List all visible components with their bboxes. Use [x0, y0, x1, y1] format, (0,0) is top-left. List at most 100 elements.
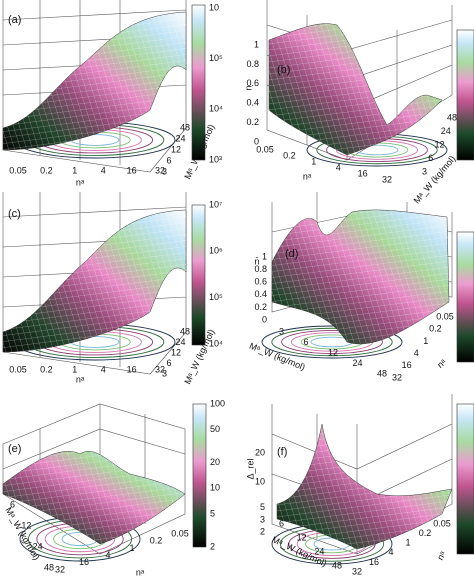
- mesh-line: [214, 384, 274, 576]
- mesh-line: [159, 12, 186, 150]
- mesh-line: [0, 372, 237, 402]
- mesh-line: [277, 431, 452, 463]
- mesh-line: [33, 451, 95, 544]
- colorbar-ticks-label: 10⁵: [209, 53, 223, 63]
- mesh-line: [330, 23, 392, 155]
- colorbar-ticks-label: 100: [210, 398, 225, 408]
- mesh-line: [3, 479, 185, 511]
- z-ticks-label: 1: [262, 251, 267, 261]
- x-ticks-label: 0.05: [9, 165, 27, 175]
- mesh-line: [93, 451, 155, 544]
- mesh-line: [123, 210, 185, 352]
- x-ticks-label: 0.2: [429, 324, 442, 334]
- y-label: Mᵃ_W (kg/mol): [412, 154, 458, 206]
- mesh-line: [0, 162, 237, 192]
- x-ticks-label: 16: [402, 360, 412, 370]
- colorbar-ticks-label: 5: [210, 508, 215, 518]
- mesh-line: [360, 209, 422, 344]
- x-ticks-label: 32: [352, 566, 362, 576]
- mesh-line: [3, 107, 186, 139]
- mesh-line: [402, 424, 452, 549]
- y-ticks-label: 6: [428, 153, 433, 163]
- colorbar-ticks-label: 50: [210, 424, 220, 434]
- mesh-line: [277, 424, 452, 445]
- x-ticks-label: 32: [392, 372, 402, 382]
- colorbar: [456, 231, 474, 363]
- mesh-line: [272, 263, 449, 295]
- x-ticks-label: 4: [105, 550, 110, 560]
- colorbar-ticks-label: 10⁶: [209, 246, 223, 256]
- colorbar: [191, 204, 206, 346]
- mesh-line: [237, 366, 474, 396]
- y-ticks-label: 3: [422, 166, 427, 176]
- mesh-line: [3, 12, 17, 150]
- mesh-line: [177, 12, 186, 150]
- mesh-line: [269, 23, 278, 155]
- colorbar-ticks-label: 10³: [209, 154, 222, 164]
- mesh-line: [117, 451, 179, 544]
- x-ticks-label: 0.05: [433, 518, 451, 528]
- panel-label: (e): [8, 443, 21, 455]
- mesh-line: [0, 168, 237, 198]
- x-ticks-label: 1: [129, 543, 134, 553]
- mesh-line: [277, 424, 452, 427]
- z-ticks-label: 5: [260, 502, 265, 512]
- mesh-line: [272, 233, 449, 265]
- mesh-line: [63, 451, 125, 544]
- mesh-line: [171, 12, 186, 150]
- mesh-line: [157, 384, 217, 576]
- mesh-line: [277, 424, 452, 439]
- mesh-line: [45, 451, 107, 544]
- mesh-line: [272, 209, 320, 344]
- surface-mesh: [272, 209, 449, 344]
- mesh-line: [51, 451, 113, 544]
- mesh-line: [272, 239, 449, 271]
- mesh-line: [272, 209, 449, 211]
- mesh-line: [269, 23, 442, 31]
- mesh-line: [3, 12, 11, 150]
- mesh-line: [99, 451, 161, 544]
- mesh-line: [324, 23, 386, 155]
- mesh-line: [202, 192, 262, 384]
- mesh-line: [75, 451, 137, 544]
- mesh-line: [3, 101, 186, 133]
- mesh-line: [306, 424, 368, 549]
- x-ticks-label: 32: [155, 165, 165, 175]
- panel-label: (b): [277, 64, 290, 76]
- mesh-line: [3, 210, 59, 352]
- panel-label: (c): [8, 208, 21, 220]
- x-ticks-label: 32: [155, 364, 165, 374]
- x-ticks-label: 1: [72, 364, 77, 374]
- mesh-line: [0, 378, 237, 408]
- y-ticks-label: 12: [297, 532, 307, 542]
- x-ticks-label: 16: [127, 364, 137, 374]
- y-ticks-label: 6: [279, 518, 284, 528]
- mesh-line: [3, 210, 41, 352]
- z-ticks-label: 0.8: [254, 264, 267, 274]
- mesh-line: [277, 509, 452, 541]
- mesh-line: [165, 12, 186, 150]
- colorbar-ticks-label: 10: [209, 2, 219, 12]
- x-label: nᵃ: [76, 374, 85, 384]
- mesh-line: [272, 269, 449, 301]
- surface: [2, 11, 187, 151]
- mesh-line: [288, 23, 350, 155]
- y-ticks-label: 6: [167, 358, 172, 368]
- mesh-line: [272, 209, 308, 344]
- mesh-line: [3, 83, 186, 115]
- x-label: nᵃ: [136, 567, 145, 577]
- mesh-line: [57, 451, 119, 544]
- y-ticks-label: 48: [44, 562, 54, 572]
- z-label: Δ_rel: [245, 458, 255, 479]
- colorbar-ticks-label: 10⁴: [209, 338, 223, 348]
- mesh-line: [318, 424, 380, 549]
- mesh-line: [3, 210, 11, 352]
- mesh-line: [0, 366, 237, 396]
- colorbar: [192, 403, 207, 548]
- mesh-line: [81, 451, 143, 544]
- mesh-line: [384, 209, 446, 344]
- mesh-line: [390, 424, 452, 549]
- mesh-line: [306, 209, 368, 344]
- mesh-line: [269, 23, 314, 155]
